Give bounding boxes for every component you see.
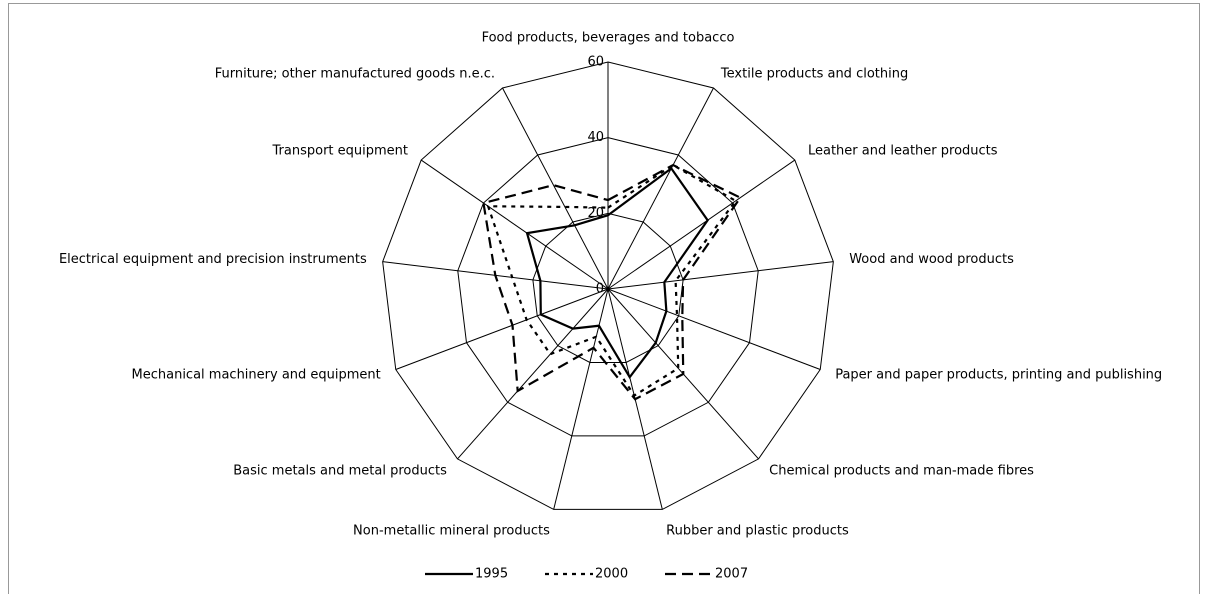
category-label: Textile products and clothing [720,66,908,81]
spoke [420,159,609,290]
legend-label: 2007 [715,567,748,582]
grid-ring [532,212,684,363]
category-label: Chemical products and man-made fibres [769,463,1034,478]
grid-ring [382,61,834,510]
legend-label: 1995 [475,567,508,582]
series-line [482,163,742,401]
category-label: Wood and wood products [849,252,1014,267]
series-line [525,166,709,380]
category-label: Leather and leather products [808,143,998,158]
category-label: Non-metallic mineral products [353,523,550,538]
category-label: Paper and paper products, printing and p… [835,368,1162,383]
category-label: Mechanical machinery and equipment [132,368,381,383]
category-label: Electrical equipment and precision instr… [59,252,367,267]
category-label: Basic metals and metal products [233,463,447,478]
r-tick-label: 40 [587,130,604,145]
spoke [607,261,834,290]
spoke [395,288,609,370]
spoke [502,87,609,290]
category-label: Rubber and plastic products [666,523,849,538]
category-label: Transport equipment [272,143,408,158]
legend-label: 2000 [595,567,628,582]
spoke [457,288,609,460]
series-line [486,163,738,398]
spoke [607,87,714,290]
r-tick-label: 60 [587,55,604,70]
category-label: Furniture; other manufactured goods n.e.… [215,66,495,81]
grid-ring [457,137,759,437]
category-label: Food products, beverages and tobacco [482,31,735,46]
spoke [607,288,821,370]
spoke [607,159,796,290]
chart-border [8,3,1200,594]
r-tick-label: 0 [596,282,604,297]
